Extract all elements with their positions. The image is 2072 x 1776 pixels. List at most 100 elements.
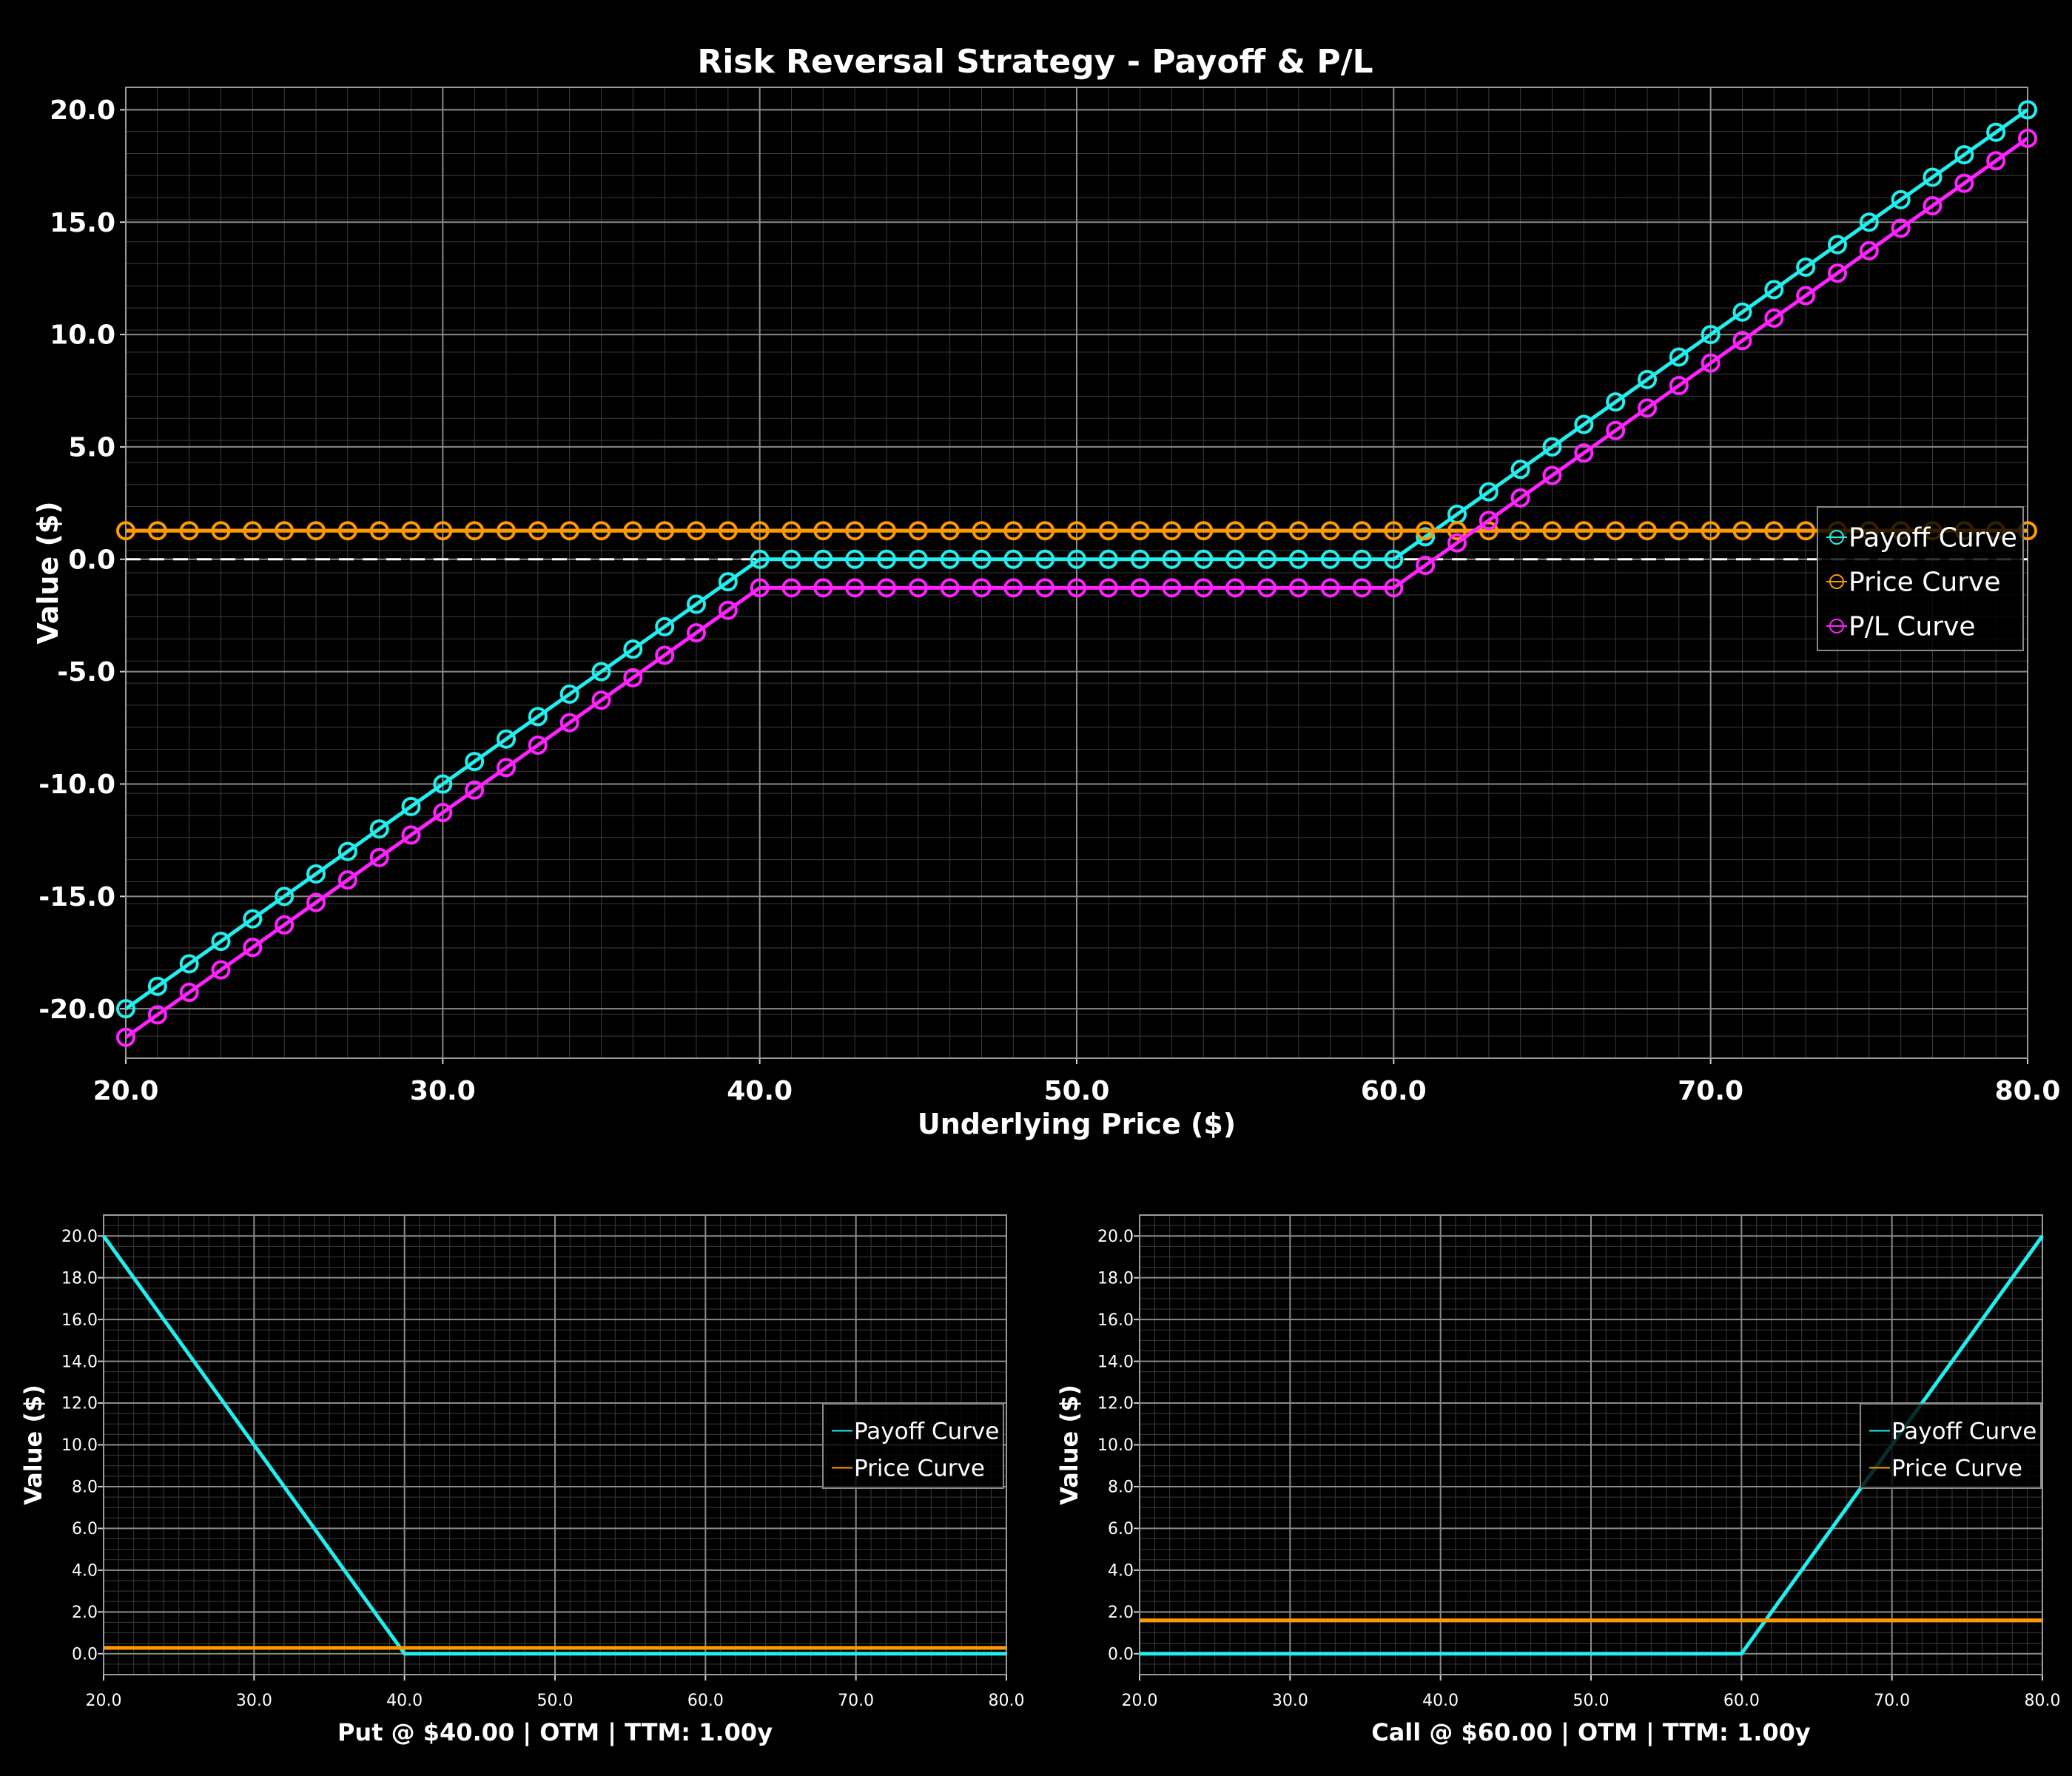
data-point	[1288, 549, 1308, 569]
y-tick-label: 12.0	[61, 1395, 98, 1413]
x-tick-label: 30.0	[410, 1076, 476, 1106]
data-point	[750, 521, 770, 541]
legend-box	[1817, 506, 2024, 651]
y-tick-label: 20.0	[1097, 1228, 1134, 1246]
y-tick-label: 0.0	[72, 1645, 98, 1664]
data-point	[1067, 549, 1086, 569]
data-point	[1288, 521, 1308, 541]
data-point	[718, 521, 738, 541]
data-point	[147, 976, 167, 996]
data-point	[1638, 398, 1657, 418]
data-point	[179, 521, 199, 541]
data-point	[306, 521, 326, 541]
y-tick-label: 4.0	[72, 1562, 98, 1581]
data-point	[877, 549, 896, 569]
series-line-payoff-curve	[124, 108, 2029, 1011]
data-point	[940, 578, 960, 598]
data-point	[1891, 218, 1911, 238]
put-chart: 20.0 30.0 40.0 50.0 60.0 70.0 80.0 0.0 2.0 4.0 6.0…	[19, 1214, 1024, 1747]
data-point	[845, 549, 865, 569]
data-point	[369, 847, 389, 867]
y-tick-label: 16.0	[1097, 1311, 1134, 1330]
x-tick-label: 80.0	[2025, 1692, 2061, 1710]
data-point	[845, 578, 865, 598]
x-tick-label: 30.0	[1272, 1692, 1308, 1710]
x-tick-label: 60.0	[687, 1692, 724, 1710]
data-point	[1130, 578, 1150, 598]
data-point	[147, 1005, 167, 1025]
data-point	[401, 521, 421, 541]
y-axis-label: Value ($)	[1055, 1385, 1083, 1505]
data-point	[781, 578, 801, 598]
data-point	[433, 521, 453, 541]
y-tick-label: 6.0	[1108, 1520, 1134, 1538]
data-point	[908, 578, 928, 598]
data-point	[908, 549, 928, 569]
x-tick-label: 60.0	[1723, 1692, 1760, 1710]
data-point	[369, 521, 389, 541]
data-point	[1606, 420, 1626, 440]
data-point	[1225, 521, 1245, 541]
data-point	[528, 735, 548, 755]
data-point	[243, 909, 263, 929]
data-point	[497, 729, 516, 749]
data-point	[2018, 100, 2037, 120]
data-point	[465, 780, 485, 800]
y-tick-label: 14.0	[1097, 1353, 1134, 1371]
data-point	[1764, 308, 1784, 328]
data-point	[1447, 533, 1467, 553]
x-tick-label: 50.0	[1044, 1076, 1110, 1106]
data-point	[591, 521, 611, 541]
x-tick-label: 60.0	[1361, 1076, 1427, 1106]
data-point	[1098, 549, 1118, 569]
data-point	[1510, 521, 1530, 541]
data-point	[940, 521, 960, 541]
y-tick-label: 15.0	[50, 208, 115, 238]
legend-label: Price Curve	[1891, 1455, 2022, 1481]
data-point	[1574, 443, 1594, 463]
data-point	[1701, 325, 1720, 345]
data-point	[1194, 521, 1214, 541]
y-tick-label: 8.0	[72, 1479, 98, 1497]
data-point	[211, 521, 231, 541]
plot-frame	[1139, 1214, 2043, 1675]
y-tick-label: 20.0	[61, 1228, 98, 1246]
data-point	[1574, 521, 1594, 541]
data-point	[1669, 376, 1689, 396]
data-point	[750, 578, 770, 598]
y-tick-label: 4.0	[1108, 1562, 1134, 1581]
y-tick-label: 16.0	[61, 1311, 98, 1330]
data-point	[369, 819, 389, 839]
x-axis-label: Put @ $40.00 | OTM | TTM: 1.00y	[337, 1718, 773, 1747]
data-point	[497, 758, 516, 778]
data-point	[1035, 578, 1055, 598]
y-axis-label: Value ($)	[32, 501, 64, 644]
x-tick-label: 50.0	[537, 1692, 574, 1710]
series-line-p-l-curve	[124, 136, 2029, 1039]
call-chart: 20.0 30.0 40.0 50.0 60.0 70.0 80.0 0.0 2.0 4.0 6.0…	[1055, 1214, 2061, 1747]
y-tick-label: -15.0	[38, 882, 115, 912]
data-point	[497, 521, 516, 541]
y-tick-label: 0.0	[1108, 1645, 1134, 1664]
legend: Payoff Curve Price Curve P/L Curve	[1817, 506, 2024, 651]
data-point	[1416, 527, 1436, 547]
data-point	[1098, 578, 1118, 598]
data-point	[1574, 414, 1594, 434]
x-tick-label: 70.0	[1678, 1076, 1743, 1106]
data-point	[1035, 521, 1055, 541]
data-point	[813, 549, 833, 569]
data-point	[1194, 549, 1214, 569]
data-point	[1954, 145, 1974, 165]
x-tick-label: 40.0	[727, 1076, 793, 1106]
data-point	[1067, 521, 1086, 541]
data-point	[1257, 578, 1276, 598]
data-point	[813, 578, 833, 598]
data-point	[1796, 521, 1816, 541]
data-point	[1257, 549, 1276, 569]
data-point	[687, 594, 706, 614]
x-axis-label: Underlying Price ($)	[918, 1108, 1236, 1140]
x-tick-label: 70.0	[838, 1692, 874, 1710]
data-point	[1986, 151, 2006, 171]
legend-label: Payoff Curve	[854, 1418, 999, 1444]
